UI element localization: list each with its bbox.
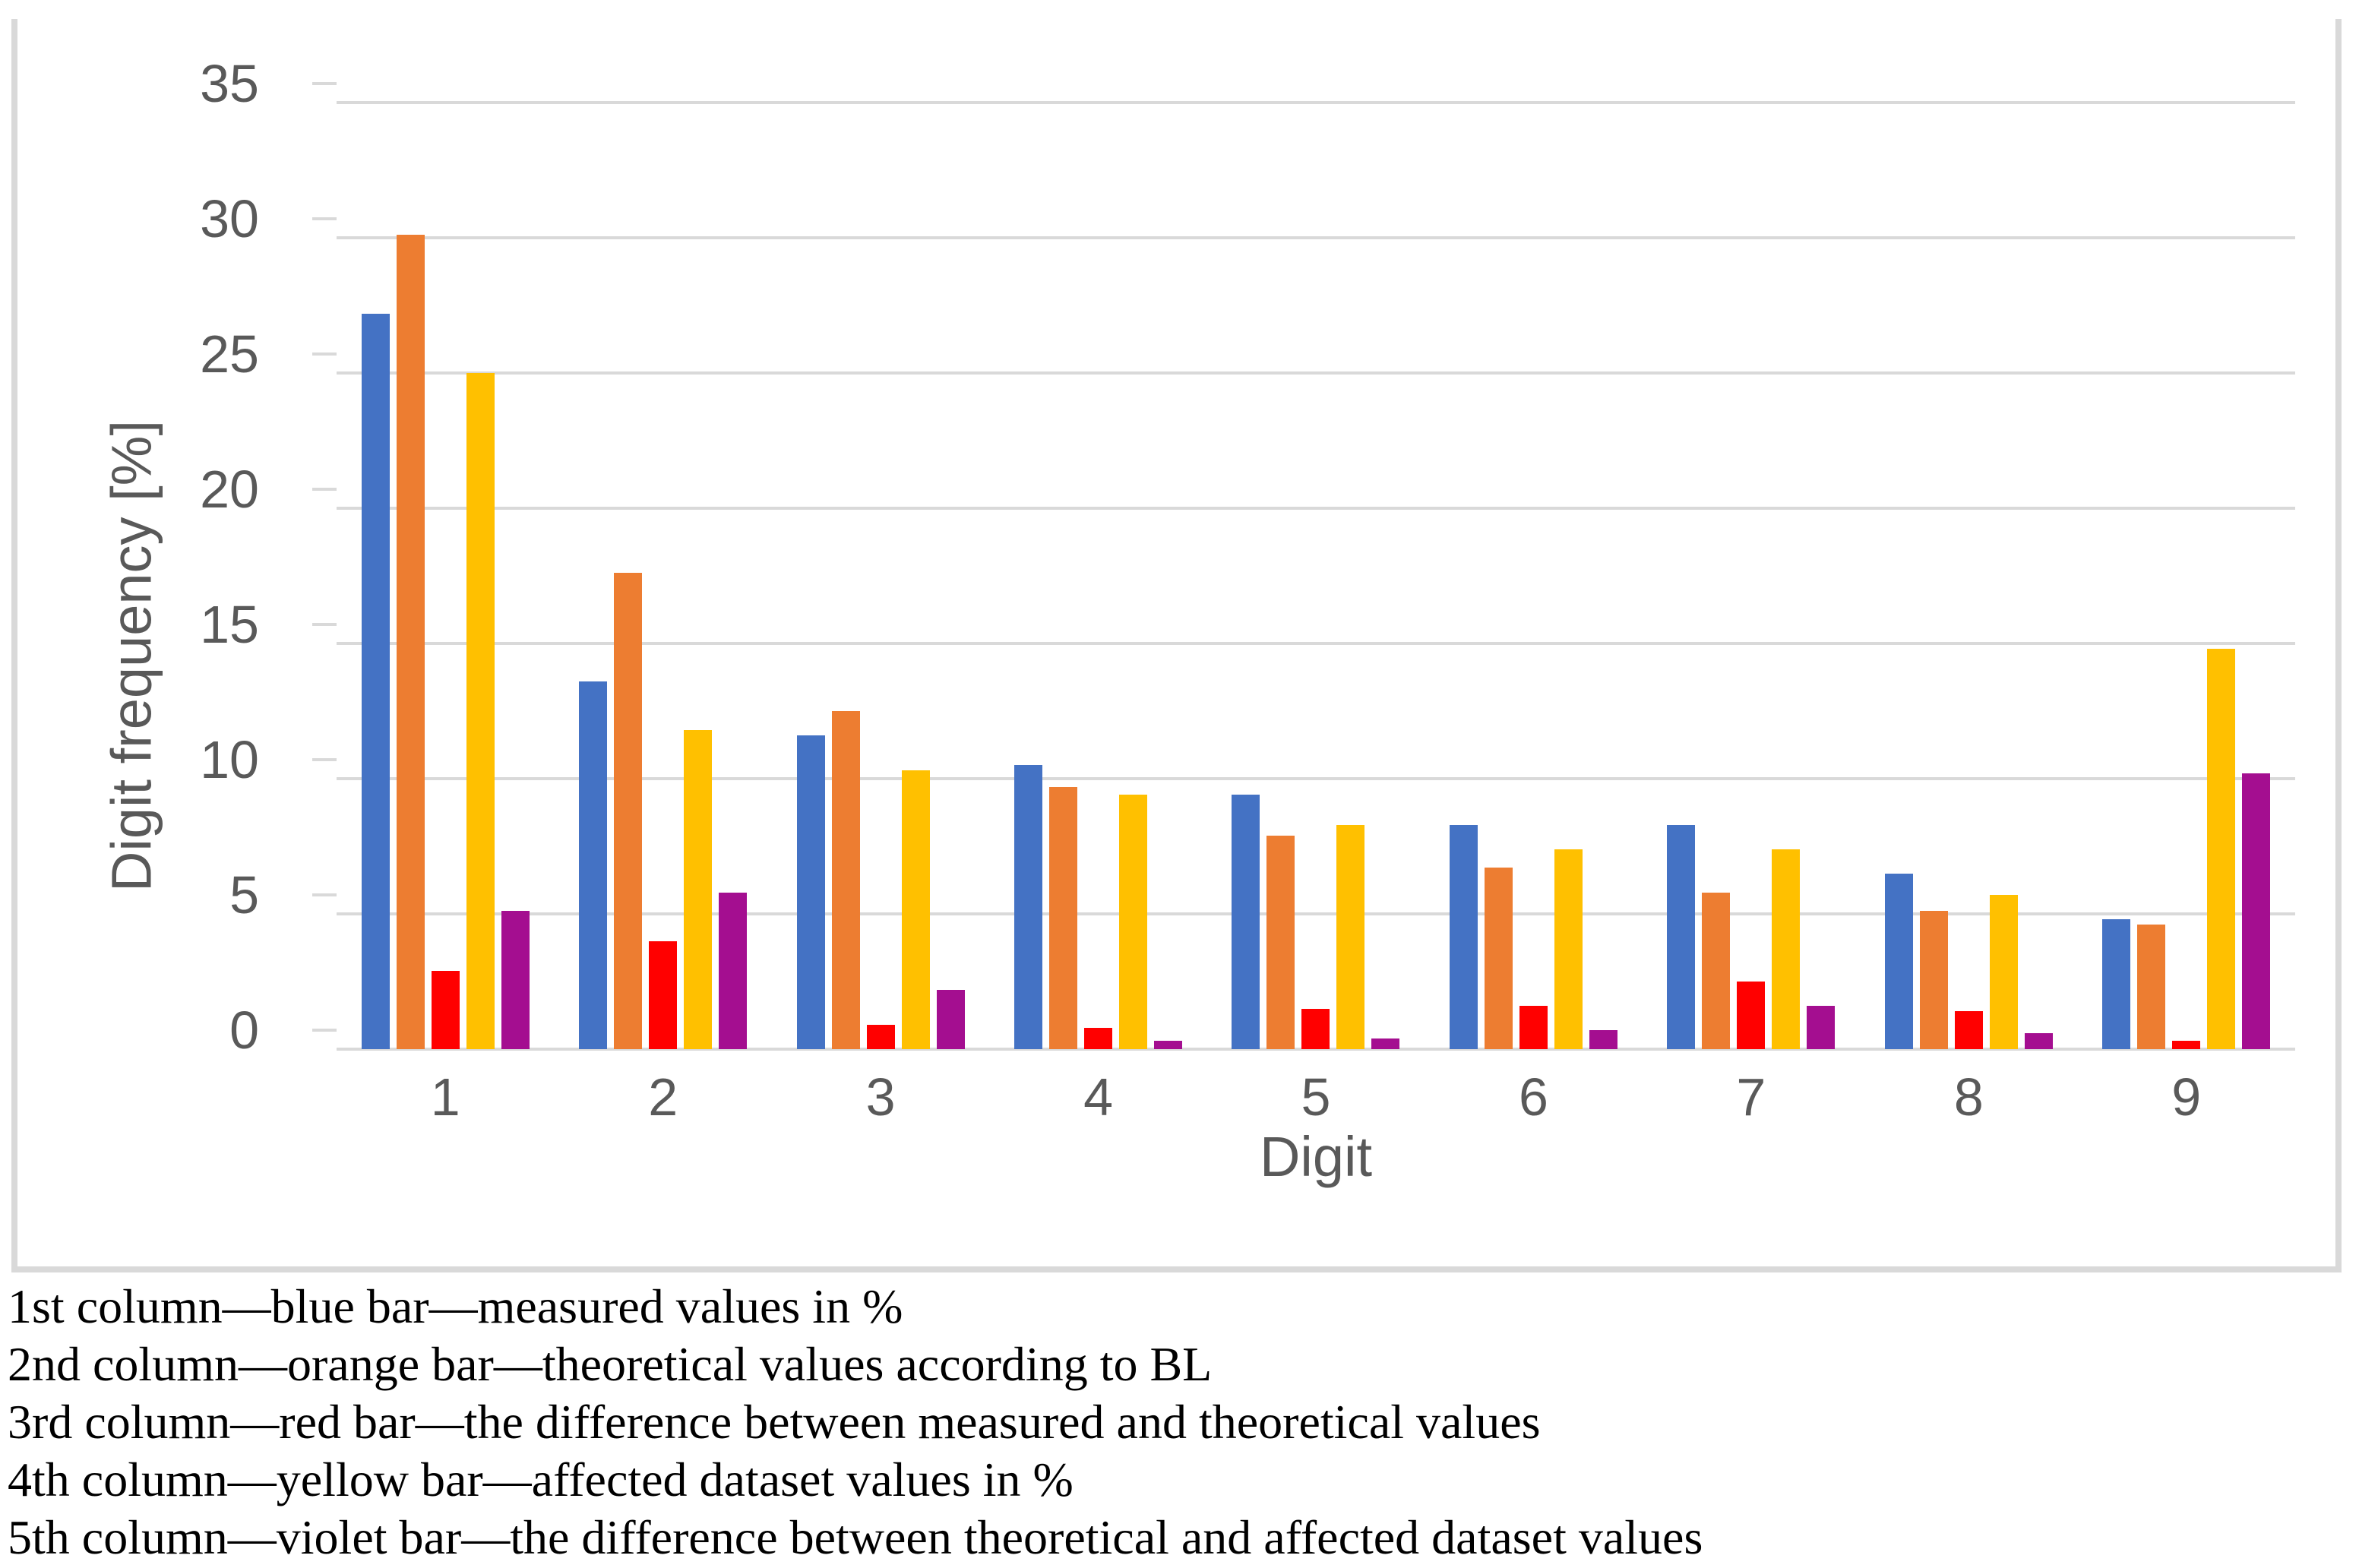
caption-line: 3rd column—red bar—the difference betwee… xyxy=(8,1395,1541,1449)
bar xyxy=(2242,773,2271,1049)
y-tick-mark xyxy=(312,893,337,896)
bar xyxy=(1702,893,1731,1049)
bar-group-digit-1: 1 xyxy=(337,103,554,1124)
x-tick-label: 2 xyxy=(648,1067,678,1127)
y-tick-mark xyxy=(312,82,337,85)
bar xyxy=(1084,1028,1113,1049)
gridline-y-20 xyxy=(337,507,2295,510)
y-tick-mark xyxy=(312,352,337,356)
bar xyxy=(1014,765,1043,1049)
bar xyxy=(1266,836,1295,1049)
bar-group-digit-7: 7 xyxy=(1643,103,1860,1124)
bar xyxy=(719,893,748,1049)
bar xyxy=(579,681,608,1049)
bar xyxy=(1554,849,1583,1049)
bar xyxy=(1232,795,1260,1049)
bar xyxy=(431,971,460,1049)
bar xyxy=(2137,925,2166,1049)
bar xyxy=(2102,919,2131,1049)
bar xyxy=(1772,849,1801,1049)
x-tick-label: 7 xyxy=(1736,1067,1766,1127)
bar xyxy=(1989,895,2018,1049)
bar xyxy=(936,990,965,1049)
caption-line: 2nd column—orange bar—theoretical values… xyxy=(8,1337,1213,1391)
bar xyxy=(831,711,860,1049)
bar xyxy=(1589,1030,1617,1049)
bar xyxy=(1519,1006,1548,1049)
x-axis-title: Digit xyxy=(1259,1125,1373,1188)
x-tick-label: 6 xyxy=(1518,1067,1548,1127)
bar xyxy=(866,1025,895,1049)
y-tick-mark xyxy=(312,623,337,626)
bar xyxy=(1484,868,1513,1049)
bar xyxy=(1954,1011,1983,1049)
x-tick-label: 9 xyxy=(2171,1067,2202,1127)
bar xyxy=(796,735,825,1049)
bar-groups: 1 2 3 4 5 6 7 8 9 xyxy=(337,103,2295,1124)
bar xyxy=(1119,795,1148,1049)
y-tick-label: 25 xyxy=(200,324,259,384)
gridline-y-30 xyxy=(337,236,2295,239)
y-tick-label: 0 xyxy=(229,1001,259,1060)
y-tick-label: 15 xyxy=(200,595,259,654)
bar xyxy=(1807,1006,1836,1049)
bar xyxy=(1737,982,1766,1049)
bar xyxy=(1884,874,1913,1049)
gridline-y-35 xyxy=(337,101,2295,104)
bar xyxy=(2024,1033,2053,1049)
bar xyxy=(1919,911,1948,1049)
x-tick-label: 3 xyxy=(865,1067,896,1127)
bar xyxy=(901,770,930,1049)
bar-group-digit-8: 8 xyxy=(1860,103,2077,1124)
bar xyxy=(1154,1041,1183,1049)
bar xyxy=(361,314,390,1049)
y-tick-label: 30 xyxy=(200,189,259,248)
bar xyxy=(1336,825,1365,1049)
bar xyxy=(396,235,425,1049)
y-tick-label: 20 xyxy=(200,460,259,519)
bar xyxy=(501,911,530,1049)
gridline-y-0 xyxy=(337,1048,2295,1051)
caption-line: 5th column—violet bar—the difference bet… xyxy=(8,1510,1703,1564)
caption-line: 1st column—blue bar—measured values in % xyxy=(8,1279,903,1333)
bar xyxy=(1049,787,1078,1049)
bar-group-digit-9: 9 xyxy=(2078,103,2295,1124)
bar xyxy=(684,730,713,1049)
gridline-y-15 xyxy=(337,642,2295,645)
y-tick-mark xyxy=(312,488,337,491)
bar-group-digit-6: 6 xyxy=(1425,103,1642,1124)
bar xyxy=(2207,649,2236,1049)
x-tick-label: 8 xyxy=(1953,1067,1984,1127)
y-tick-mark xyxy=(312,1029,337,1032)
y-tick-mark xyxy=(312,758,337,761)
y-tick-label: 10 xyxy=(200,730,259,789)
bar-group-digit-4: 4 xyxy=(989,103,1206,1124)
gridline-y-25 xyxy=(337,371,2295,375)
x-tick-label: 4 xyxy=(1083,1067,1113,1127)
bar xyxy=(614,573,643,1049)
y-tick-label: 5 xyxy=(229,865,259,925)
bar xyxy=(1449,825,1478,1049)
caption-block: 1st column—blue bar—measured values in %… xyxy=(8,1278,2348,1566)
bar xyxy=(649,941,678,1049)
y-tick-label: 35 xyxy=(200,54,259,113)
bar xyxy=(1301,1009,1330,1049)
gridline-y-10 xyxy=(337,777,2295,780)
gridline-y-5 xyxy=(337,912,2295,915)
plot-area: 1 2 3 4 5 6 7 8 9 xyxy=(337,101,2295,1124)
bar-group-digit-5: 5 xyxy=(1207,103,1425,1124)
bar xyxy=(2172,1041,2201,1049)
bar-group-digit-2: 2 xyxy=(554,103,771,1124)
x-tick-label: 1 xyxy=(430,1067,460,1127)
bar xyxy=(1667,825,1696,1049)
y-tick-mark xyxy=(312,217,337,220)
bar xyxy=(466,373,495,1049)
x-tick-label: 5 xyxy=(1301,1067,1331,1127)
caption-line: 4th column—yellow bar—affected dataset v… xyxy=(8,1453,1074,1506)
bar-group-digit-3: 3 xyxy=(772,103,989,1124)
bar xyxy=(1371,1038,1400,1049)
